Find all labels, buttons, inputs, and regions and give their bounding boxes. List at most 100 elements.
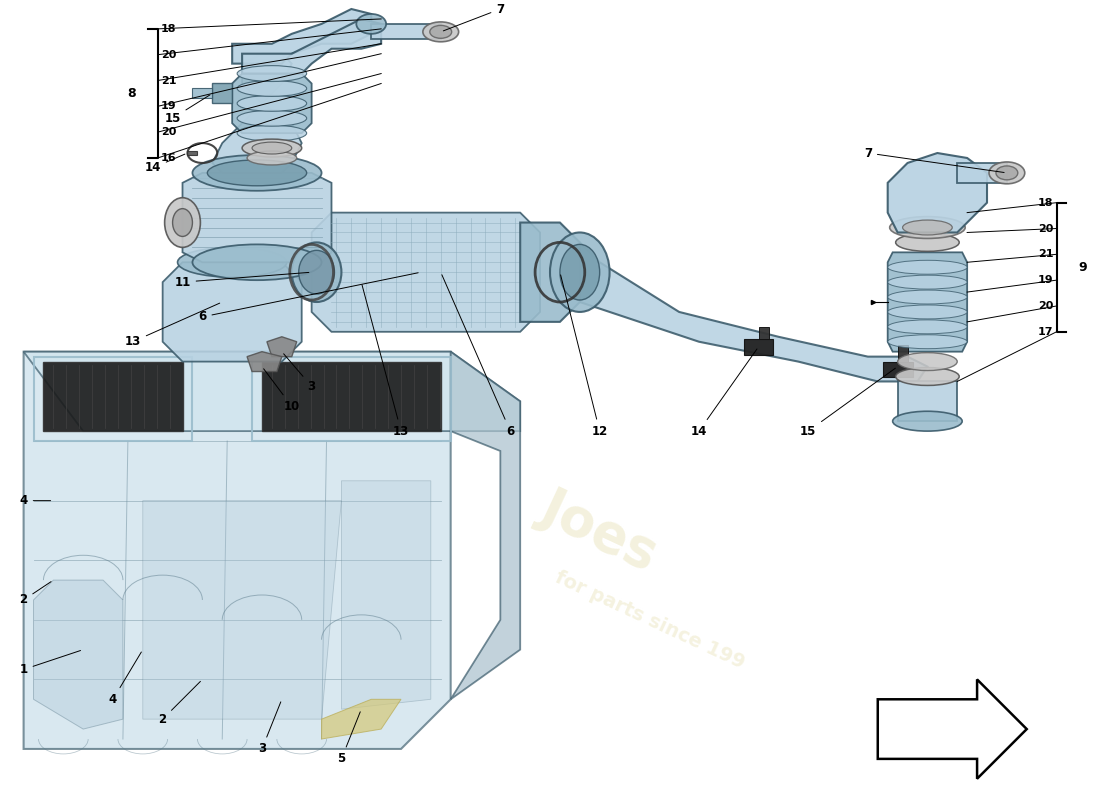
Polygon shape: [311, 213, 540, 332]
Ellipse shape: [893, 411, 962, 431]
Text: 3: 3: [284, 354, 316, 393]
Text: 19: 19: [1038, 275, 1054, 285]
Text: 21: 21: [1038, 250, 1054, 259]
Ellipse shape: [238, 95, 307, 111]
Text: 19: 19: [161, 102, 176, 111]
Text: 3: 3: [257, 702, 280, 755]
Text: 14: 14: [144, 154, 185, 174]
Text: 18: 18: [1038, 198, 1054, 208]
Ellipse shape: [888, 320, 967, 334]
Ellipse shape: [238, 81, 307, 97]
Ellipse shape: [248, 151, 297, 165]
Polygon shape: [957, 163, 1006, 183]
Polygon shape: [248, 352, 282, 371]
Polygon shape: [143, 501, 341, 719]
Polygon shape: [187, 151, 197, 155]
Polygon shape: [898, 382, 957, 421]
Ellipse shape: [903, 220, 953, 235]
Text: 8: 8: [128, 87, 135, 100]
Ellipse shape: [252, 142, 292, 154]
Ellipse shape: [192, 244, 321, 280]
Ellipse shape: [888, 334, 967, 349]
Ellipse shape: [989, 162, 1025, 184]
Polygon shape: [888, 252, 967, 352]
Polygon shape: [888, 153, 987, 233]
Ellipse shape: [299, 250, 334, 294]
Ellipse shape: [560, 244, 600, 300]
Text: 21: 21: [161, 75, 176, 86]
Text: 15: 15: [800, 368, 895, 438]
Text: 13: 13: [124, 303, 220, 348]
Ellipse shape: [895, 367, 959, 386]
Ellipse shape: [292, 242, 341, 302]
Polygon shape: [878, 679, 1026, 778]
Text: Joes: Joes: [532, 481, 667, 580]
Polygon shape: [371, 24, 441, 39]
Text: 7: 7: [864, 146, 1004, 173]
Polygon shape: [341, 481, 431, 710]
Polygon shape: [44, 362, 183, 431]
Text: 11: 11: [175, 273, 309, 289]
Ellipse shape: [550, 233, 609, 312]
Ellipse shape: [895, 234, 959, 251]
Polygon shape: [192, 89, 212, 98]
Polygon shape: [23, 352, 451, 749]
Text: 2: 2: [158, 682, 200, 726]
Ellipse shape: [238, 126, 307, 141]
Ellipse shape: [207, 160, 307, 186]
Text: 9: 9: [1078, 261, 1087, 274]
Polygon shape: [321, 699, 402, 739]
Ellipse shape: [996, 166, 1018, 180]
Text: 4: 4: [20, 494, 51, 507]
Ellipse shape: [177, 247, 287, 277]
Text: 6: 6: [442, 274, 515, 438]
Text: 17: 17: [1038, 326, 1054, 337]
Polygon shape: [232, 9, 371, 64]
Text: 5: 5: [338, 712, 361, 766]
Ellipse shape: [238, 66, 307, 82]
Ellipse shape: [898, 353, 957, 370]
Text: 20: 20: [1038, 223, 1054, 234]
Polygon shape: [242, 19, 382, 74]
Polygon shape: [212, 54, 301, 173]
Polygon shape: [212, 83, 232, 103]
Text: 10: 10: [264, 369, 300, 413]
Ellipse shape: [890, 217, 965, 238]
Polygon shape: [267, 337, 297, 357]
Text: 20: 20: [1038, 301, 1054, 311]
Ellipse shape: [888, 305, 967, 319]
Polygon shape: [262, 362, 441, 431]
Text: 2: 2: [20, 582, 51, 606]
Text: for parts since 199: for parts since 199: [551, 567, 747, 672]
Polygon shape: [23, 352, 520, 431]
Text: 14: 14: [691, 349, 757, 438]
Polygon shape: [451, 352, 520, 699]
Ellipse shape: [192, 155, 321, 190]
Polygon shape: [759, 327, 769, 338]
Polygon shape: [898, 345, 907, 362]
Polygon shape: [744, 338, 773, 354]
Text: 16: 16: [161, 153, 176, 163]
Text: 7: 7: [443, 2, 505, 31]
Polygon shape: [33, 580, 123, 729]
Ellipse shape: [888, 260, 967, 274]
Ellipse shape: [242, 139, 301, 157]
Ellipse shape: [430, 26, 452, 38]
Ellipse shape: [165, 198, 200, 247]
Text: 12: 12: [561, 275, 608, 438]
Ellipse shape: [888, 290, 967, 304]
Polygon shape: [520, 222, 580, 322]
Text: 15: 15: [164, 95, 210, 125]
Text: 6: 6: [198, 273, 418, 323]
Polygon shape: [580, 242, 927, 382]
Polygon shape: [183, 173, 331, 262]
Ellipse shape: [356, 14, 386, 34]
Polygon shape: [163, 262, 301, 362]
Text: 20: 20: [161, 50, 176, 60]
Ellipse shape: [422, 22, 459, 42]
Ellipse shape: [173, 209, 192, 237]
Text: 1: 1: [20, 650, 80, 676]
Text: 20: 20: [161, 127, 176, 137]
Text: 13: 13: [362, 285, 409, 438]
Text: 4: 4: [109, 652, 142, 706]
